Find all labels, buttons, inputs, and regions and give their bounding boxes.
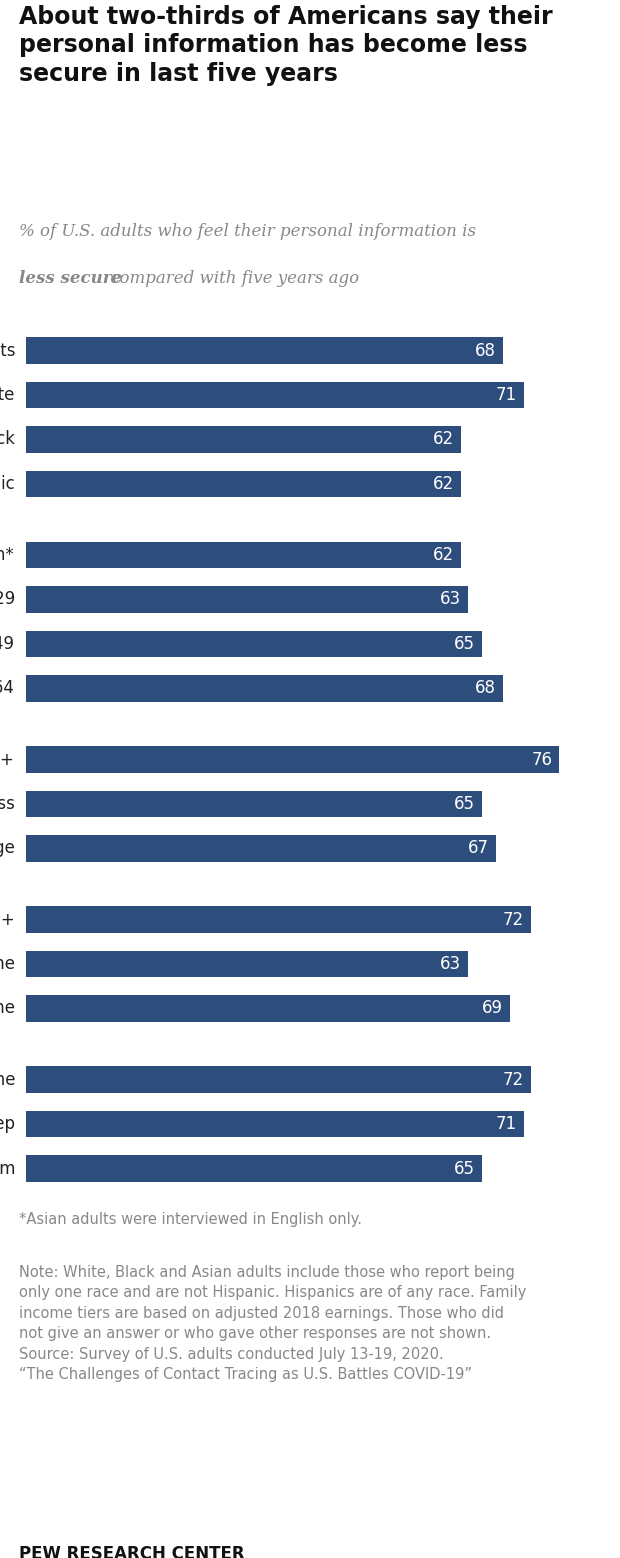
Text: HS or less: HS or less — [0, 795, 15, 813]
Bar — [25, 382, 524, 408]
Text: 68: 68 — [475, 341, 496, 360]
Bar — [25, 907, 531, 933]
Text: 65: 65 — [454, 636, 475, 653]
Text: Ages 18-29: Ages 18-29 — [0, 590, 15, 609]
Text: Upper income: Upper income — [0, 1070, 15, 1089]
Bar — [25, 1154, 482, 1183]
Text: 30-49: 30-49 — [0, 636, 15, 653]
Text: White: White — [0, 386, 15, 404]
Text: 71: 71 — [496, 386, 517, 404]
Bar — [25, 790, 482, 818]
Text: 71: 71 — [496, 1116, 517, 1133]
Text: Asian*: Asian* — [0, 545, 15, 564]
Text: 62: 62 — [433, 545, 454, 564]
Bar — [25, 746, 559, 773]
Text: 63: 63 — [440, 590, 461, 609]
Text: PEW RESEARCH CENTER: PEW RESEARCH CENTER — [19, 1546, 244, 1558]
Bar — [25, 425, 461, 453]
Text: compared with five years ago: compared with five years ago — [105, 270, 359, 287]
Text: U.S. adults: U.S. adults — [0, 341, 15, 360]
Text: About two-thirds of Americans say their
personal information has become less
sec: About two-thirds of Americans say their … — [19, 5, 552, 86]
Text: % of U.S. adults who feel their personal information is: % of U.S. adults who feel their personal… — [19, 223, 476, 240]
Text: 50-64: 50-64 — [0, 679, 15, 698]
Bar — [25, 996, 510, 1022]
Bar — [25, 471, 461, 497]
Bar — [25, 675, 503, 701]
Text: Rep/Lean Rep: Rep/Lean Rep — [0, 1116, 15, 1133]
Text: 72: 72 — [503, 1070, 524, 1089]
Text: 63: 63 — [440, 955, 461, 974]
Text: 62: 62 — [433, 430, 454, 449]
Text: *Asian adults were interviewed in English only.: *Asian adults were interviewed in Englis… — [19, 1212, 361, 1228]
Text: 76: 76 — [531, 751, 552, 768]
Bar — [25, 586, 468, 612]
Text: Middle income: Middle income — [0, 1000, 15, 1017]
Text: 68: 68 — [475, 679, 496, 698]
Text: 65: 65 — [454, 795, 475, 813]
Bar — [25, 835, 496, 862]
Bar — [25, 950, 468, 977]
Text: Black: Black — [0, 430, 15, 449]
Text: College+: College+ — [0, 910, 15, 929]
Bar — [25, 542, 461, 569]
Text: 65+: 65+ — [0, 751, 15, 768]
Text: 69: 69 — [482, 1000, 503, 1017]
Text: 65: 65 — [454, 1159, 475, 1178]
Text: 62: 62 — [433, 475, 454, 492]
Text: 67: 67 — [468, 840, 489, 857]
Bar — [25, 1111, 524, 1137]
Text: less secure: less secure — [19, 270, 122, 287]
Bar — [25, 337, 503, 365]
Text: Lower income: Lower income — [0, 955, 15, 974]
Text: Some college: Some college — [0, 840, 15, 857]
Text: 72: 72 — [503, 910, 524, 929]
Text: Note: White, Black and Asian adults include those who report being
only one race: Note: White, Black and Asian adults incl… — [19, 1265, 526, 1382]
Bar — [25, 1066, 531, 1094]
Bar — [25, 631, 482, 657]
Text: Hispanic: Hispanic — [0, 475, 15, 492]
Text: Dem/Lean Dem: Dem/Lean Dem — [0, 1159, 15, 1178]
